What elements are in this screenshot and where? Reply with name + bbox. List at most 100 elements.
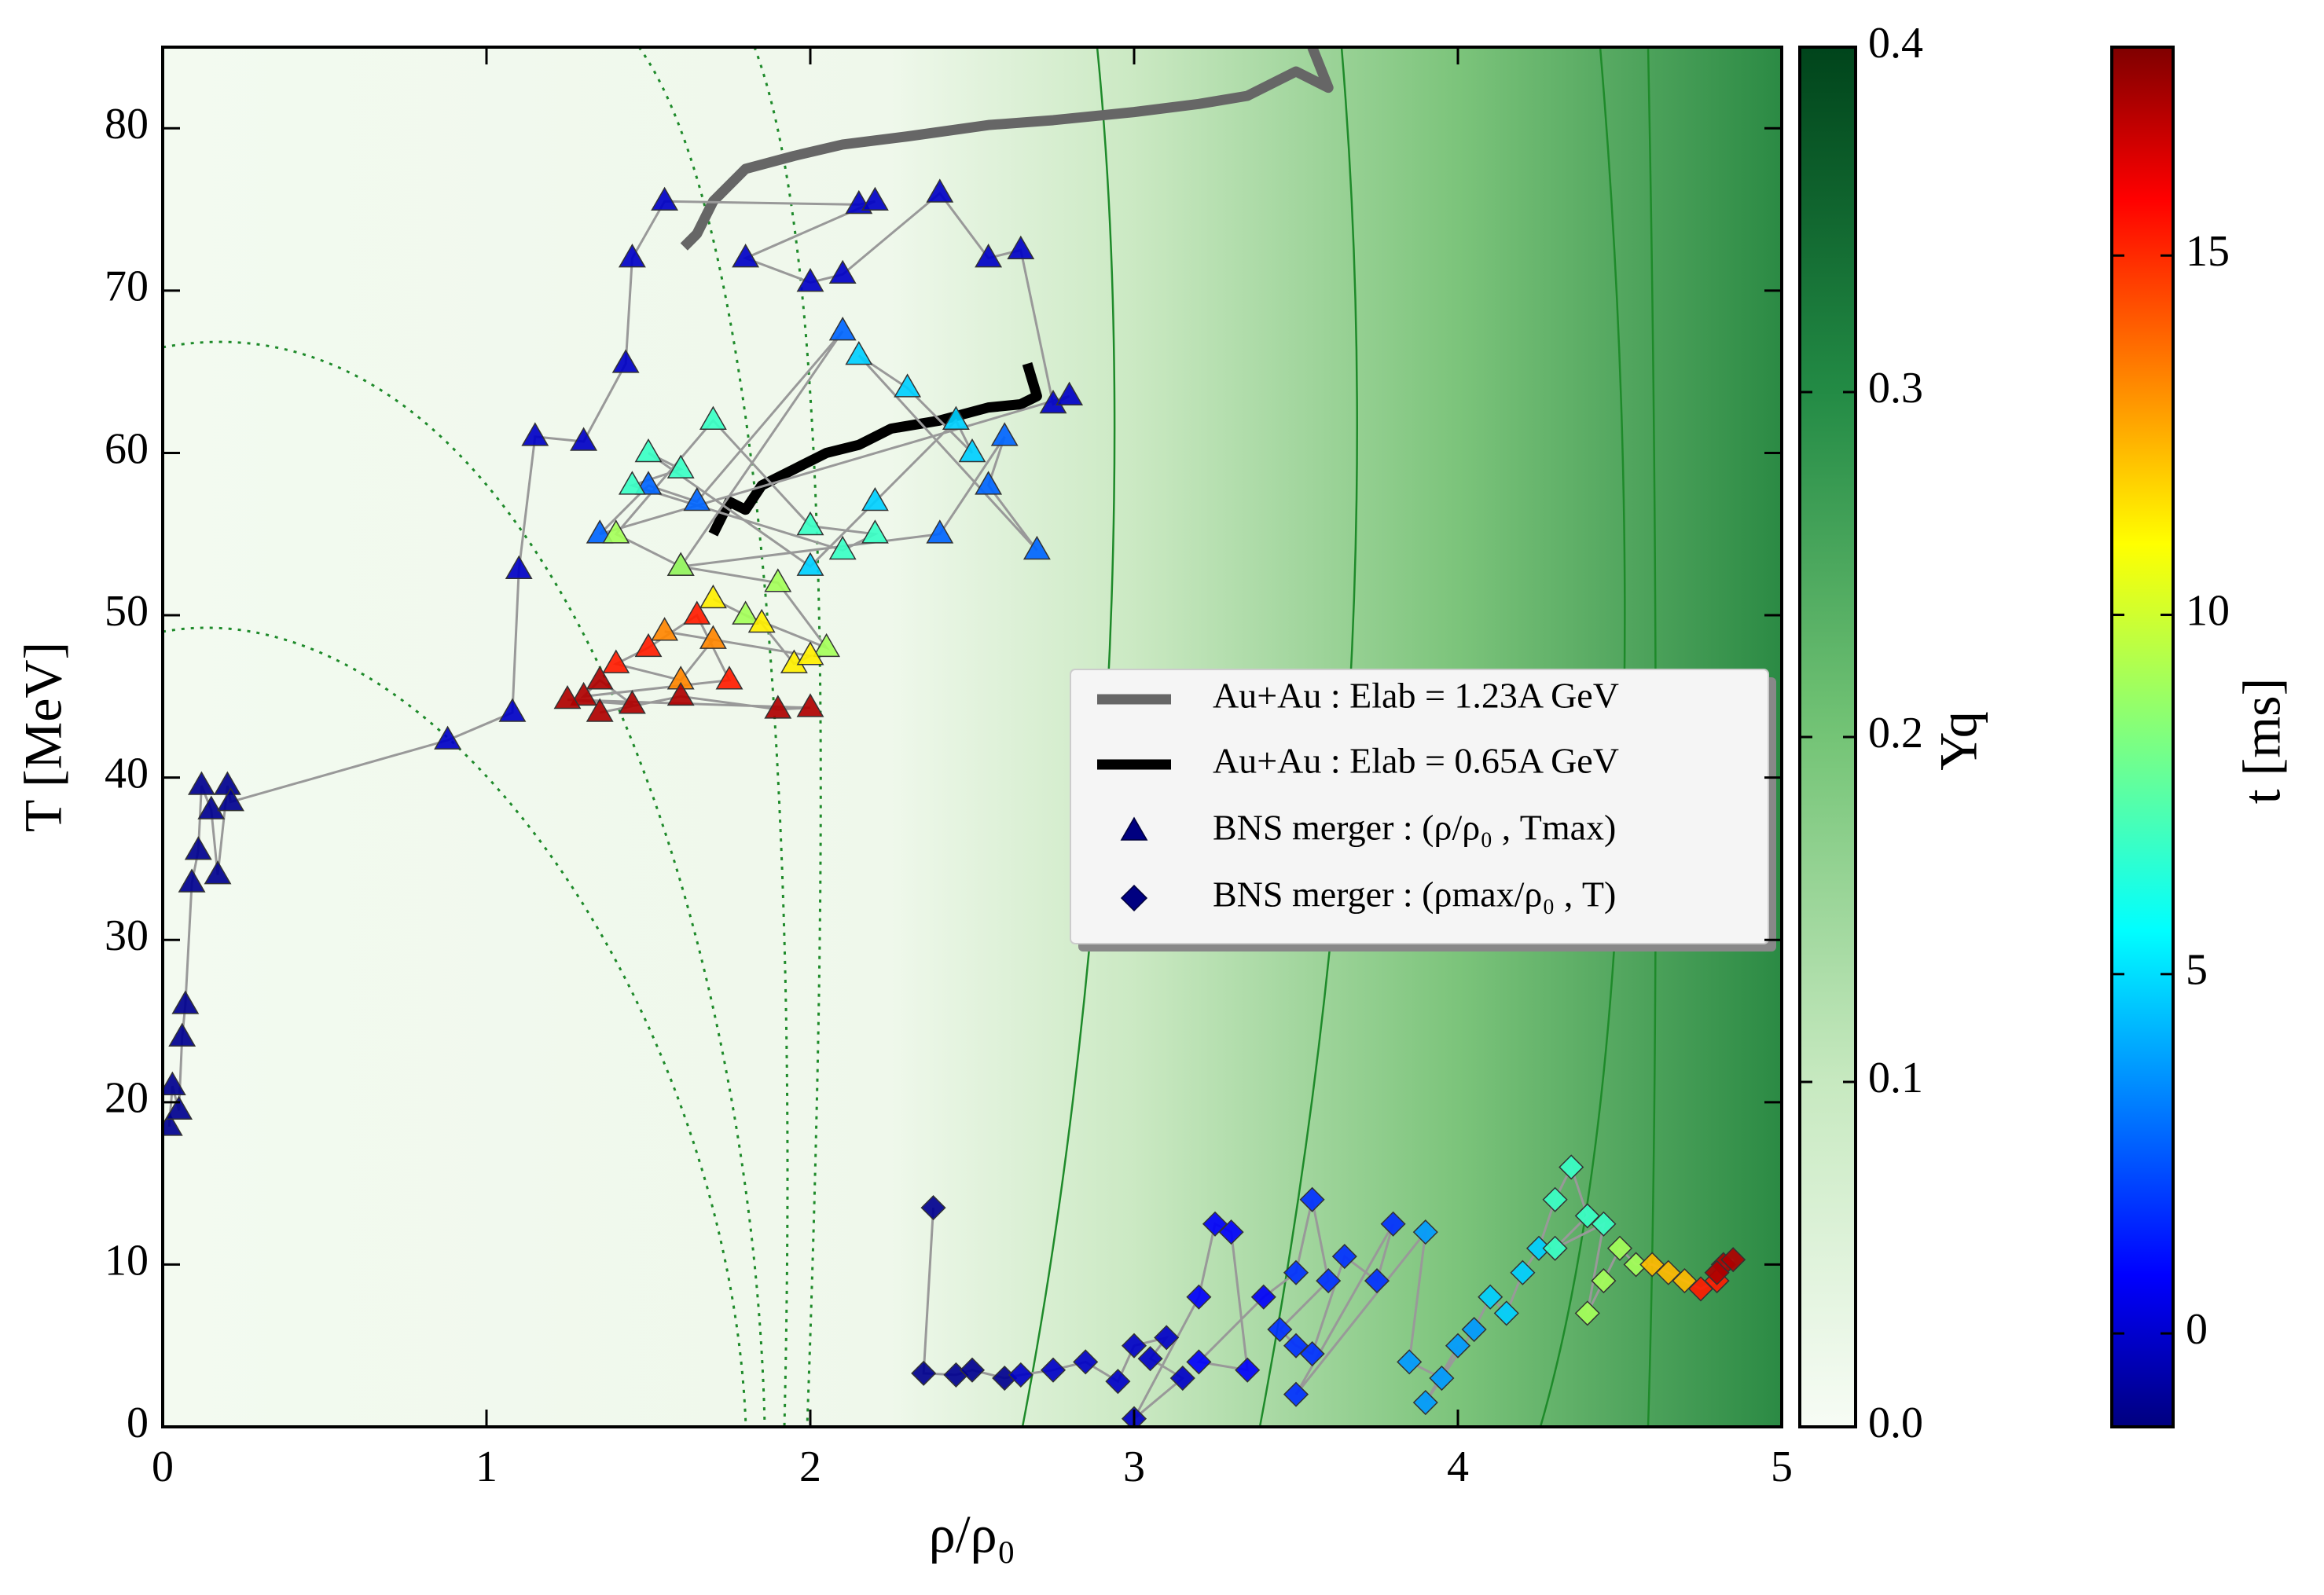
diamond-marker: [1704, 1260, 1730, 1285]
colorbar-tick-label: 10: [2186, 586, 2230, 635]
triangle-marker: [796, 552, 824, 576]
triangle-marker: [586, 698, 614, 722]
diamond-marker: [1364, 1268, 1390, 1294]
x-tick-label: 1: [475, 1443, 497, 1491]
triangle-marker: [796, 268, 824, 292]
diamond-marker: [1445, 1333, 1471, 1358]
triangle-marker: [796, 511, 824, 536]
triangle-marker: [796, 641, 824, 666]
diamond-marker: [1591, 1211, 1617, 1237]
triangle-marker: [618, 471, 646, 495]
triangle-marker: [434, 725, 462, 750]
triangle-marker: [168, 1022, 196, 1047]
triangle-marker: [602, 519, 630, 544]
triangle-marker: [570, 427, 598, 451]
triangle-marker: [634, 438, 663, 463]
triangle-marker: [958, 438, 986, 463]
triangle-marker: [178, 868, 206, 893]
diamond-marker: [1073, 1349, 1099, 1375]
triangle-marker: [1056, 381, 1084, 405]
diamond-marker: [1606, 1235, 1633, 1261]
triangle-marker: [861, 519, 889, 544]
diamond-marker: [1478, 1284, 1503, 1310]
colorbar-label: t [ms]: [2232, 678, 2292, 805]
diamond-marker: [1574, 1300, 1600, 1326]
y-tick-label: 40: [105, 749, 149, 798]
diamond-marker: [1493, 1300, 1519, 1326]
triangle-marker: [699, 584, 727, 609]
colorbar-tick-label: 0.2: [1868, 709, 1923, 757]
triangle-marker: [975, 244, 1003, 268]
y-tick-label: 50: [105, 587, 149, 636]
diamond-marker: [1121, 1333, 1147, 1358]
x-axis-label: ρ/ρ₀: [929, 1505, 1015, 1564]
y-tick-label: 30: [105, 911, 149, 960]
diamond-marker: [911, 1360, 937, 1386]
trajectory-line: [167, 191, 1070, 1127]
diamond-marker: [1429, 1365, 1455, 1392]
triangle-marker: [926, 519, 954, 544]
diamond-marker: [1720, 1247, 1746, 1273]
diamond-marker: [959, 1357, 986, 1383]
diamond-marker: [1559, 1154, 1584, 1180]
series-line: [708, 361, 1042, 537]
triangle-marker: [602, 649, 630, 673]
triangle-marker: [813, 632, 841, 658]
triangle-marker: [732, 600, 760, 625]
triangle-marker: [894, 373, 922, 398]
contour: [163, 626, 747, 1427]
diamond-marker: [1250, 1284, 1276, 1310]
triangle-marker: [764, 568, 792, 592]
colorbar-tick-label: 0.0: [1868, 1399, 1923, 1447]
triangle-marker: [828, 317, 857, 341]
diamond-marker: [920, 1195, 946, 1221]
triangle-marker: [634, 632, 663, 658]
x-tick-label: 3: [1123, 1443, 1145, 1491]
triangle-marker: [666, 681, 695, 706]
diamond-marker: [1040, 1357, 1067, 1383]
triangle-marker: [618, 690, 646, 714]
diamond-marker: [1169, 1365, 1195, 1392]
diamond-marker: [1397, 1349, 1423, 1375]
diamond-marker: [1235, 1357, 1261, 1383]
triangle-marker: [1007, 235, 1035, 260]
triangle-marker: [187, 771, 215, 795]
triangle-marker: [975, 471, 1003, 495]
colorbar-tick-label: 0: [2186, 1305, 2208, 1354]
triangle-marker: [683, 486, 711, 512]
triangle-marker: [747, 608, 776, 633]
diamond-marker: [1412, 1219, 1438, 1245]
triangle-marker: [1120, 816, 1148, 841]
y-tick-label: 70: [105, 262, 149, 311]
colorbar-tick-label: 0.4: [1868, 19, 1923, 68]
triangle-marker: [505, 555, 533, 580]
diamond-marker: [1186, 1349, 1212, 1375]
y-tick-label: 20: [105, 1074, 149, 1123]
triangle-marker: [184, 836, 212, 860]
triangle-marker: [845, 341, 873, 365]
diamond-marker: [1461, 1316, 1487, 1343]
triangle-marker: [204, 860, 232, 885]
legend-label: BNS merger : (ρmax/ρ₀ , T): [1213, 874, 1616, 915]
colorbar-tick-label: 0.3: [1868, 364, 1923, 412]
triangle-marker: [699, 625, 727, 649]
colorbar-tick-label: 5: [2186, 946, 2208, 995]
triangle-marker: [171, 990, 200, 1014]
triangle-marker: [165, 1095, 193, 1120]
diamond-marker: [1316, 1268, 1342, 1294]
diamond-marker: [1186, 1284, 1212, 1310]
triangle-marker: [732, 244, 760, 268]
triangle-marker: [163, 1071, 186, 1095]
triangle-marker: [666, 552, 695, 576]
triangle-marker: [699, 405, 727, 430]
triangle-marker: [715, 666, 743, 690]
legend-label: Au+Au : Elab = 1.23A GeV: [1213, 676, 1619, 716]
x-tick-label: 4: [1447, 1443, 1469, 1491]
diamond-marker: [1591, 1268, 1617, 1294]
colorbar-label: Yq: [1929, 711, 1988, 771]
diamond-marker: [1299, 1186, 1325, 1212]
y-tick-label: 0: [127, 1399, 149, 1447]
legend-label: Au+Au : Elab = 0.65A GeV: [1213, 741, 1619, 781]
legend: Au+Au : Elab = 1.23A GeV Au+Au : Elab = 0…: [1070, 669, 1776, 952]
